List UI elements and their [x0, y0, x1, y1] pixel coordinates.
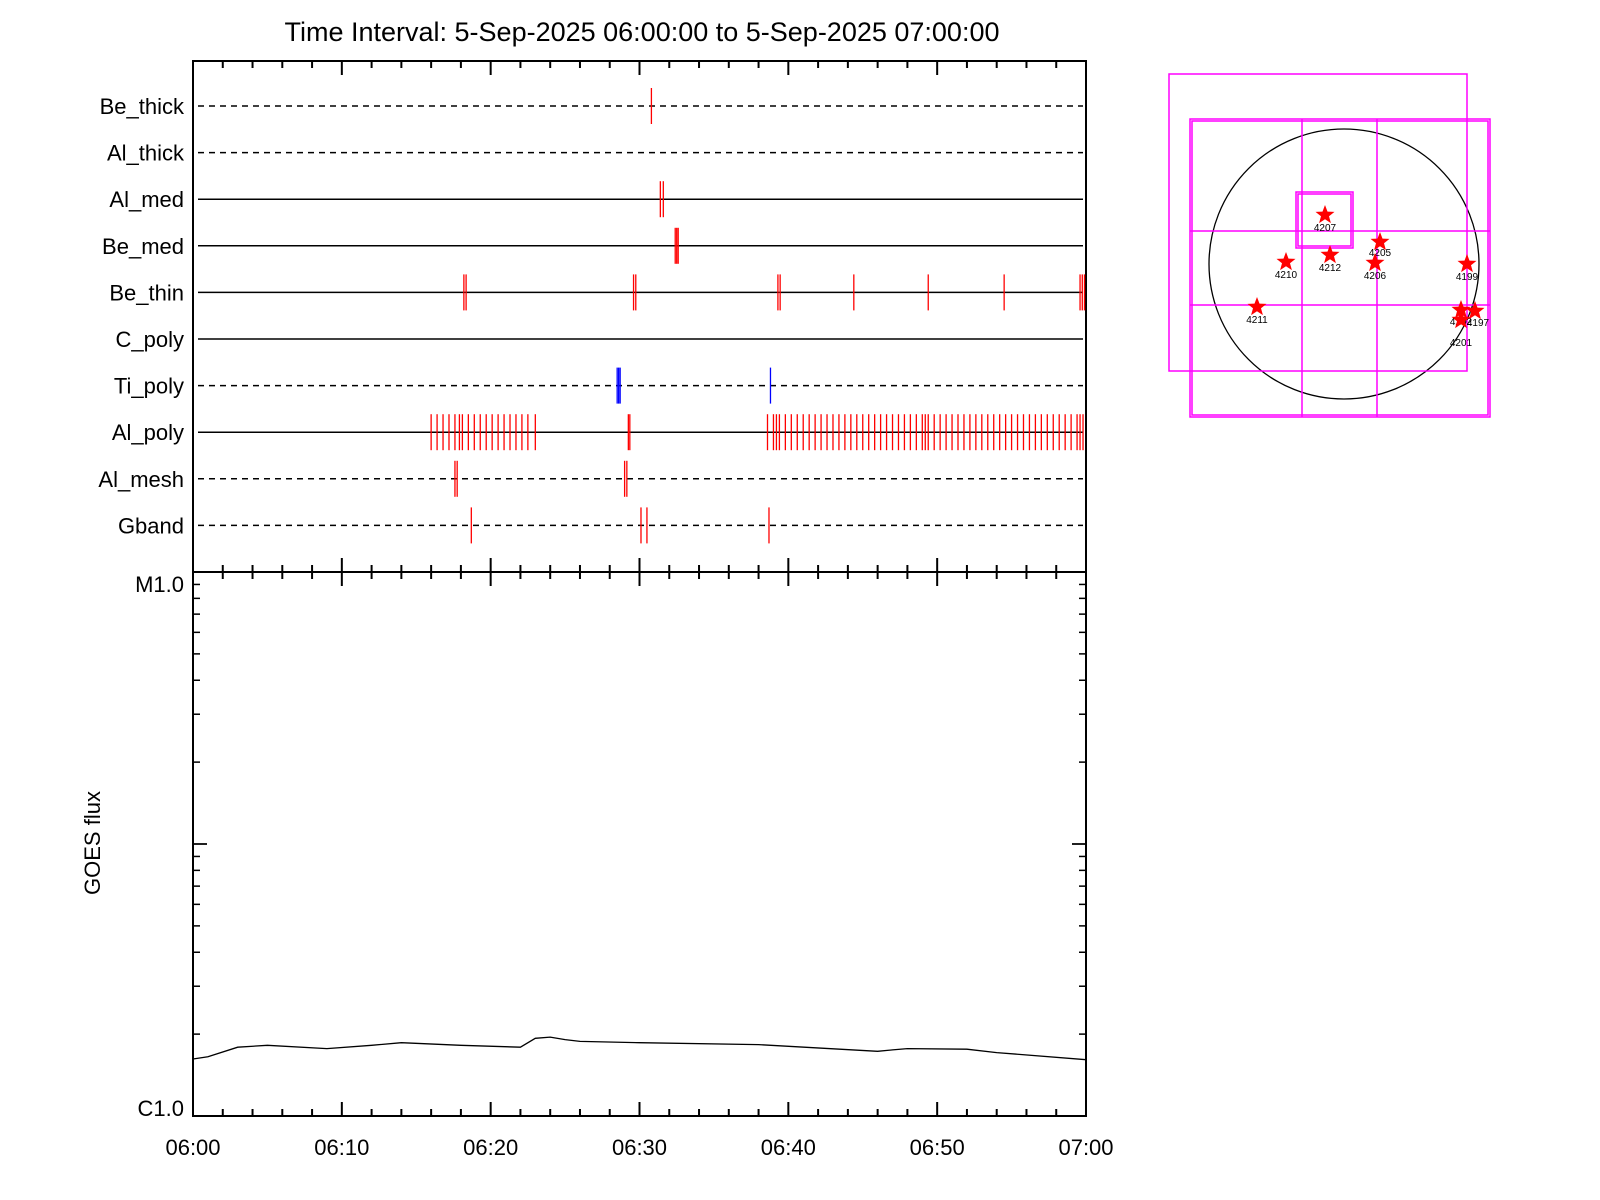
- timeline-frame: [192, 60, 1087, 573]
- region-label: 4206: [1364, 271, 1387, 282]
- row-label-gband: Gband: [118, 513, 184, 538]
- region-star: [1451, 310, 1471, 329]
- row-label-al-mesh: Al_mesh: [98, 467, 184, 492]
- row-label-be-med: Be_med: [102, 234, 184, 259]
- goes-ytick-label-top: M1.0: [135, 572, 184, 597]
- region-star: [1370, 232, 1390, 251]
- row-label-al-poly: Al_poly: [112, 420, 184, 445]
- x-tick-label: 06:40: [761, 1135, 816, 1160]
- fov-box: [1168, 73, 1468, 372]
- row-label-c-poly: C_poly: [116, 327, 184, 352]
- region-star: [1451, 300, 1471, 319]
- goes-y-ticks: [193, 571, 1086, 1117]
- region-star: [1457, 254, 1477, 273]
- fov-box: [1189, 118, 1491, 418]
- row-label-be-thin: Be_thin: [109, 280, 184, 305]
- timeline-panel: Be_thick Al_thick Al_med Be_med Be_thin C_pol…: [98, 60, 1087, 573]
- goes-y-axis-label: GOES flux: [80, 791, 105, 895]
- region-label: 4201: [1450, 338, 1473, 349]
- region-label: 4197: [1467, 318, 1490, 329]
- x-tick-label: 06:20: [463, 1135, 518, 1160]
- timeline-rows: Be_thick Al_thick Al_med Be_med Be_thin C_pol…: [98, 88, 1086, 544]
- region-label: 4212: [1319, 263, 1342, 274]
- x-tick-label: 06:00: [165, 1135, 220, 1160]
- fov-boxes: [1168, 73, 1491, 418]
- fov-box: [1191, 120, 1489, 416]
- row-label-be-thick: Be_thick: [100, 94, 185, 119]
- region-label: 4210: [1275, 270, 1298, 281]
- region-star: [1315, 205, 1335, 224]
- region-label: 4199: [1456, 272, 1479, 283]
- x-tick-label: 06:10: [314, 1135, 369, 1160]
- goes-ytick-label-bottom: C1.0: [138, 1096, 184, 1121]
- solar-disk: [1208, 128, 1480, 400]
- context-map: 4207420542124206421041994211420241974201: [1168, 73, 1491, 418]
- goes-frame: [192, 571, 1087, 1117]
- region-star: [1247, 297, 1267, 316]
- region-star: [1365, 253, 1385, 272]
- goes-flux-line: [192, 1036, 1087, 1061]
- region-label: 4205: [1369, 248, 1392, 259]
- row-label-al-med: Al_med: [109, 187, 184, 212]
- region-label: 4211: [1246, 315, 1268, 326]
- x-tick-label: 07:00: [1058, 1135, 1113, 1160]
- chart-title: Time Interval: 5-Sep-2025 06:00:00 to 5-…: [285, 17, 1000, 47]
- goes-panel: M1.0 C1.0 GOES flux 06:00 06:10 06:20 06:30…: [80, 571, 1114, 1160]
- fov-box: [1295, 191, 1354, 249]
- row-label-ti-poly: Ti_poly: [114, 374, 184, 399]
- goes-x-ticks: [192, 572, 1087, 1116]
- fov-box: [1297, 193, 1352, 247]
- x-tick-label: 06:50: [910, 1135, 965, 1160]
- region-star: [1320, 245, 1340, 264]
- region-star: [1276, 252, 1296, 271]
- goes-x-tick-labels: 06:00 06:10 06:20 06:30 06:40 06:50 07:00: [165, 1135, 1113, 1160]
- x-tick-label: 06:30: [612, 1135, 667, 1160]
- timeline-x-ticks: [192, 61, 1087, 572]
- active-regions: 4207420542124206421041994211420241974201: [1246, 205, 1490, 349]
- row-label-al-thick: Al_thick: [107, 141, 185, 166]
- region-star: [1465, 301, 1485, 320]
- region-label: 4207: [1314, 223, 1337, 234]
